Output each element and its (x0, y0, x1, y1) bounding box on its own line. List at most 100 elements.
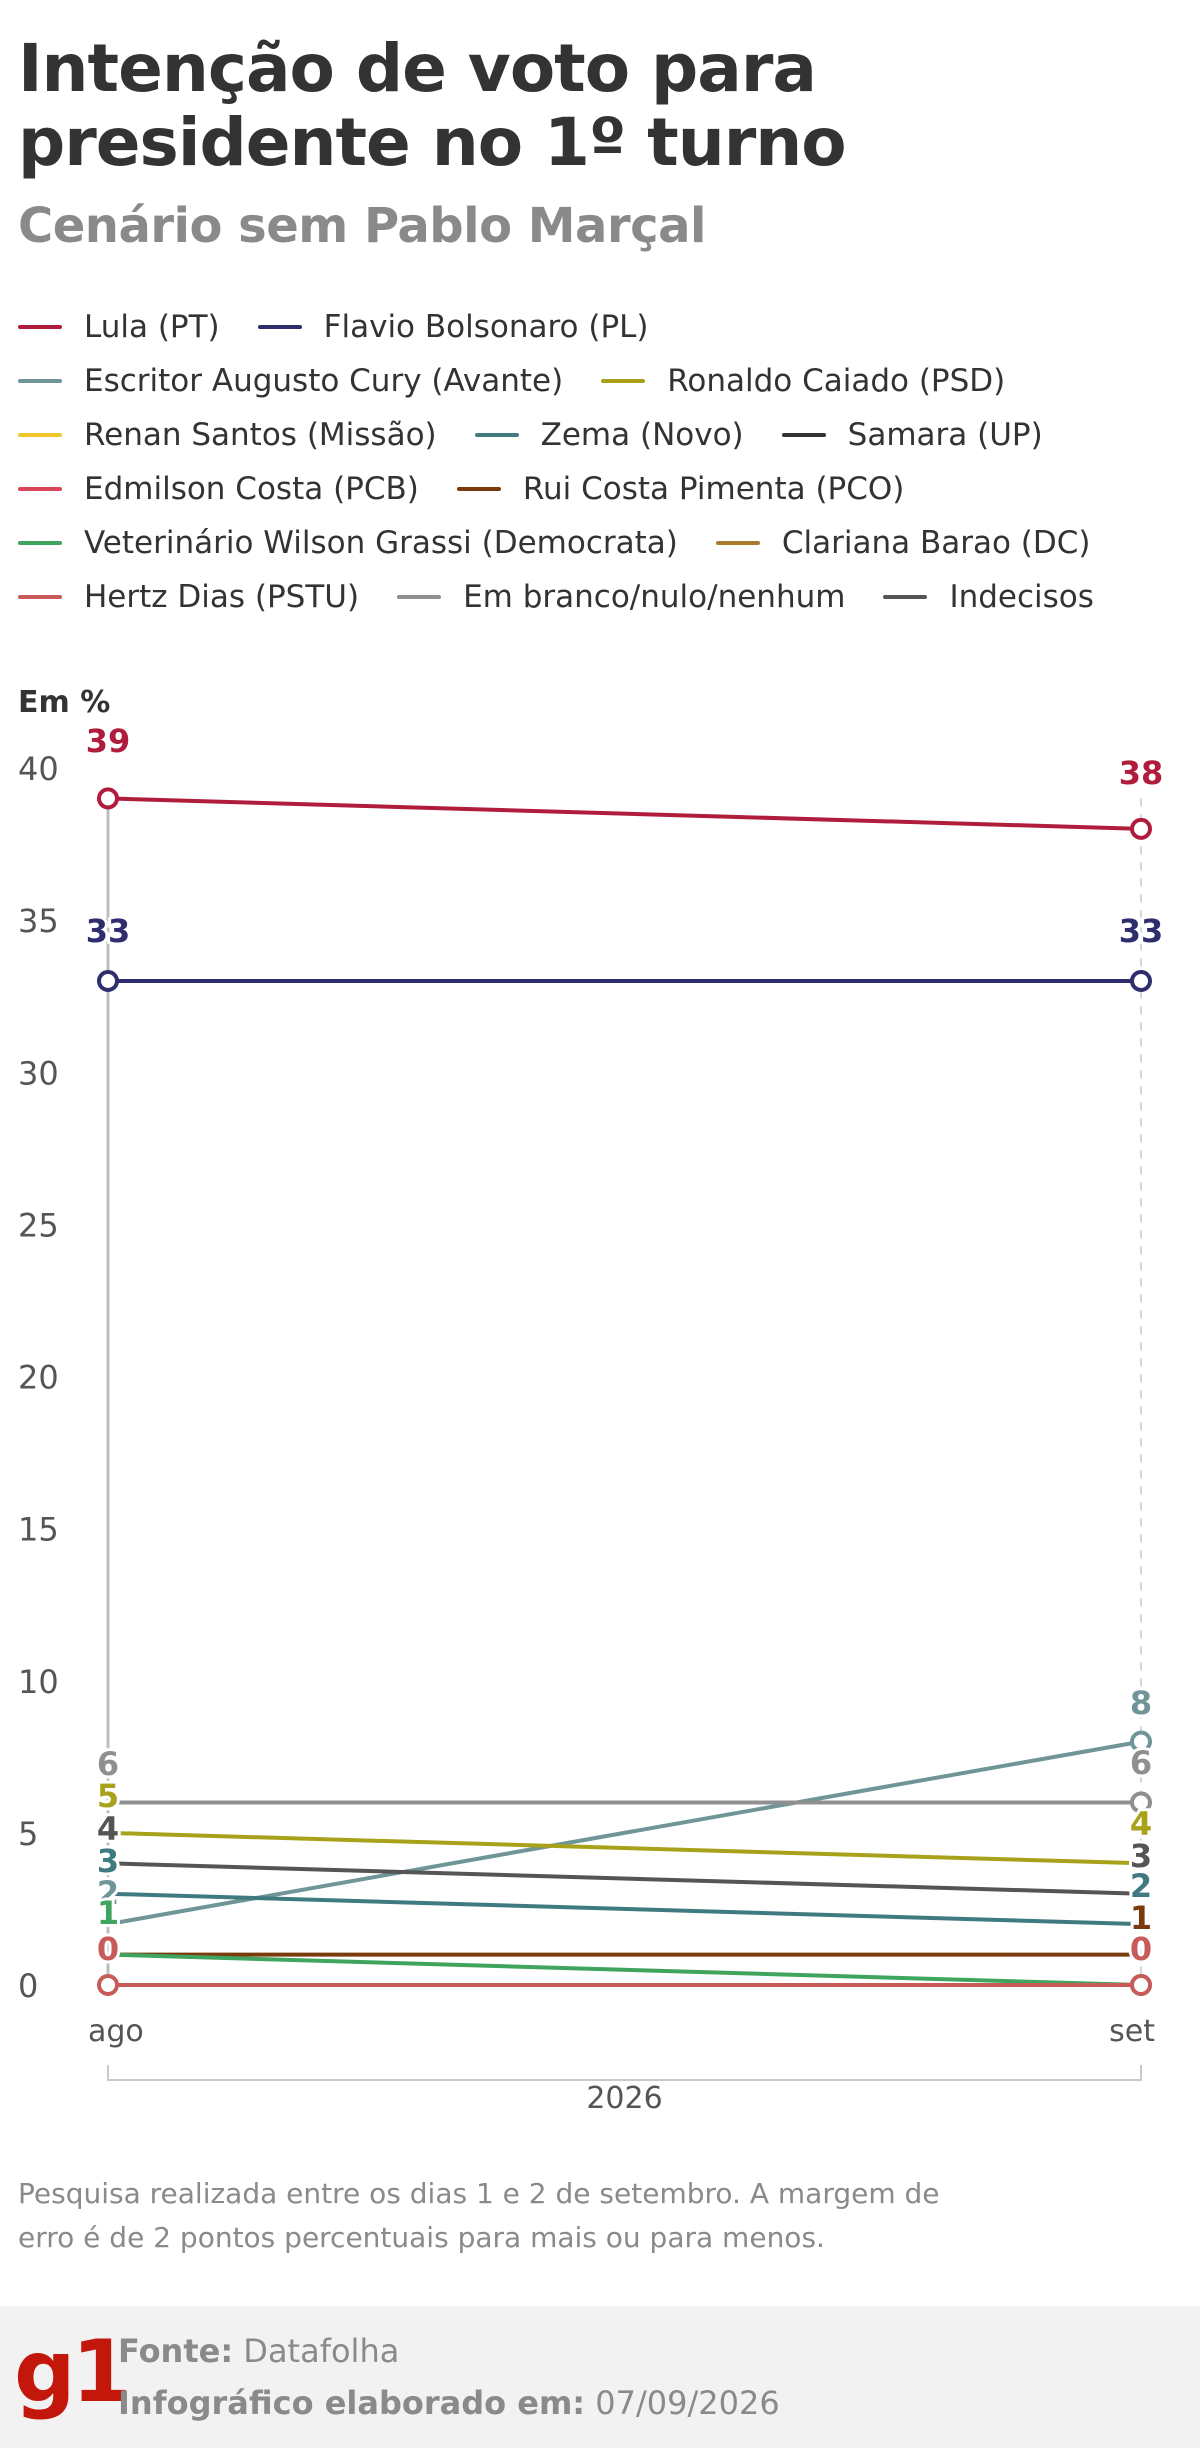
made-value: 07/09/2026 (595, 2384, 780, 2422)
legend-swatch (18, 325, 62, 329)
legend-swatch (601, 379, 646, 383)
footer: g1 Fonte: Datafolha Infográfico elaborad… (0, 2306, 1200, 2448)
legend-item: Veterinário Wilson Grassi (Democrata) (18, 516, 678, 570)
y-tick-label: 30 (18, 1054, 59, 1092)
source-label: Fonte: (118, 2332, 234, 2370)
series-point (1130, 1974, 1152, 1996)
value-label: 1 (97, 1894, 119, 1932)
legend-label: Hertz Dias (PSTU) (84, 579, 360, 615)
legend-swatch (456, 487, 501, 491)
y-tick-label: 0 (18, 1967, 38, 2005)
legend-label: Escritor Augusto Cury (Avante) (84, 363, 564, 399)
y-tick-label: 40 (18, 750, 59, 788)
made-label: Infográfico elaborado em: (118, 2384, 586, 2422)
legend-swatch (18, 541, 62, 545)
y-tick-label: 35 (18, 902, 59, 940)
value-label: 6 (1130, 1744, 1152, 1782)
legend-swatch (18, 433, 62, 437)
legend-swatch (18, 487, 62, 491)
legend-item: Hertz Dias (PSTU) (18, 570, 359, 624)
x-group-bracket (107, 2065, 1142, 2081)
brand-logo: g1 (14, 2322, 131, 2422)
legend-swatch (397, 595, 442, 599)
value-label: 33 (86, 912, 131, 950)
value-label: 39 (86, 722, 131, 760)
x-tick-label: ago (88, 2014, 144, 2049)
value-label: 6 (97, 1745, 119, 1783)
series-point (1130, 969, 1152, 992)
legend-label: Veterinário Wilson Grassi (Democrata) (84, 525, 678, 561)
legend-swatch (18, 379, 62, 383)
x-group-label: 2026 (586, 2081, 662, 2116)
chart-legend: Lula (PT) Flavio Bolsonaro (PL) Escritor A… (18, 300, 1188, 624)
methodology-note: Pesquisa realizada entre os dias 1 e 2 d… (18, 2177, 940, 2254)
legend-swatch (883, 595, 928, 599)
legend-item: Indecisos (883, 570, 1094, 624)
page-title: Intenção de voto para presidente no 1º t… (18, 30, 847, 181)
unit-label: Em % (18, 685, 110, 720)
y-tick-label: 15 (18, 1511, 59, 1549)
page-subtitle: Cenário sem Pablo Marçal (18, 198, 706, 254)
value-label: 38 (1119, 754, 1164, 792)
legend-swatch (18, 595, 62, 599)
legend-label: Flavio Bolsonaro (PL) (323, 309, 649, 345)
legend-label: Em branco/nulo/nenhum (463, 579, 846, 615)
series-point (1130, 1730, 1152, 1753)
legend-label: Lula (PT) (84, 309, 220, 345)
series-point (97, 1974, 119, 1996)
value-label: 5 (97, 1777, 119, 1815)
value-label: 1 (1130, 1899, 1152, 1937)
series-point (1130, 1791, 1152, 1814)
legend-swatch (474, 433, 519, 437)
value-label: 4 (97, 1810, 119, 1848)
legend-label: Samara (UP) (847, 417, 1043, 453)
y-tick-label: 20 (18, 1359, 59, 1397)
legend-item: Lula (PT) (18, 300, 220, 354)
legend-item: Zema (Novo) (474, 408, 744, 462)
x-tick-label: set (1109, 2014, 1155, 2049)
legend-label: Zema (Novo) (540, 417, 744, 453)
value-label: 3 (1130, 1837, 1152, 1875)
series-line (106, 1739, 1143, 1927)
legend-item: Ronaldo Caiado (PSD) (601, 354, 1005, 408)
source-value: Datafolha (243, 2332, 400, 2370)
series-point (97, 969, 119, 992)
legend-item: Clariana Barao (DC) (715, 516, 1091, 570)
legend-item: Flavio Bolsonaro (PL) (257, 300, 649, 354)
legend-label: Rui Costa Pimenta (PCO) (522, 471, 905, 507)
legend-item: Rui Costa Pimenta (PCO) (456, 462, 905, 516)
legend-swatch (715, 541, 760, 545)
legend-label: Renan Santos (Missão) (84, 417, 437, 453)
series-line (106, 1861, 1143, 1896)
value-label: 8 (1130, 1684, 1152, 1722)
y-tick-label: 10 (18, 1663, 59, 1701)
series-line (106, 1952, 1143, 1987)
made-line: Infográfico elaborado em: 07/09/2026 (118, 2384, 780, 2422)
value-label: 0 (1130, 1930, 1152, 1968)
series-point (1130, 817, 1152, 840)
legend-item: Em branco/nulo/nenhum (397, 570, 845, 624)
y-tick-label: 25 (18, 1206, 59, 1244)
source-line: Fonte: Datafolha (118, 2332, 399, 2370)
legend-label: Indecisos (949, 579, 1094, 615)
legend-swatch (781, 433, 826, 437)
series-line (106, 1891, 1143, 1927)
legend-label: Edmilson Costa (PCB) (84, 471, 419, 507)
value-label: 4 (1130, 1805, 1152, 1843)
value-label: 0 (97, 1930, 119, 1968)
series-line (106, 796, 1143, 831)
legend-item: Edmilson Costa (PCB) (18, 462, 419, 516)
series-line (106, 1830, 1143, 1866)
legend-swatch (257, 325, 302, 329)
legend-label: Clariana Barao (DC) (781, 525, 1091, 561)
legend-item: Renan Santos (Missão) (18, 408, 437, 462)
value-label: 2 (1130, 1867, 1152, 1905)
value-label: 2 (97, 1874, 119, 1912)
value-label: 33 (1119, 912, 1164, 950)
legend-label: Ronaldo Caiado (PSD) (667, 363, 1006, 399)
legend-item: Samara (UP) (781, 408, 1043, 462)
legend-item: Escritor Augusto Cury (Avante) (18, 354, 563, 408)
series-point (97, 787, 119, 810)
y-tick-label: 5 (18, 1815, 38, 1853)
